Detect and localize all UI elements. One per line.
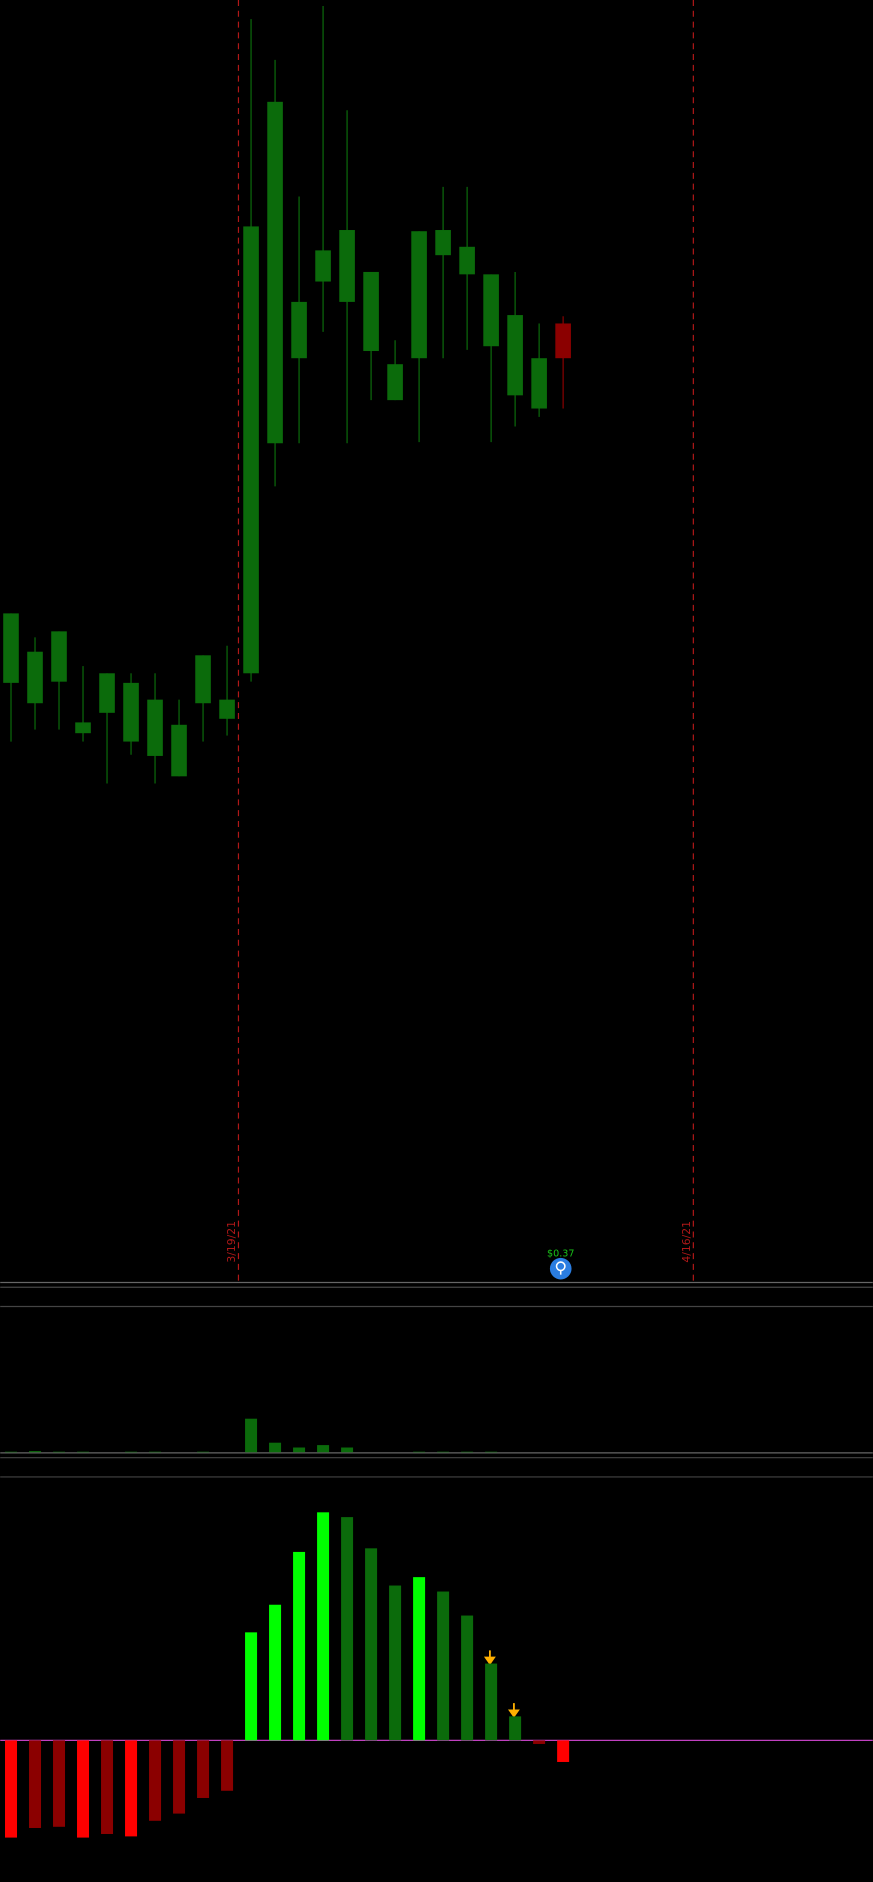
- signal-arrows: [483, 1650, 520, 1718]
- bar: [245, 1418, 258, 1453]
- candle-body: [363, 271, 379, 352]
- bar: [197, 1451, 210, 1453]
- bar: [437, 1591, 450, 1741]
- candle-body: [411, 231, 427, 359]
- bar: [53, 1451, 66, 1453]
- date-label: 4/16/21: [680, 1221, 693, 1263]
- signal-arrow: [483, 1650, 496, 1666]
- bar: [53, 1740, 66, 1827]
- bar: [125, 1451, 138, 1453]
- bar: [269, 1604, 282, 1741]
- candle-body: [507, 315, 523, 396]
- event-label: $0.37: [547, 1249, 574, 1260]
- candle-body: [387, 364, 403, 401]
- bar: [77, 1740, 90, 1838]
- bar: [293, 1551, 306, 1741]
- bar: [197, 1740, 210, 1798]
- candle-body: [531, 358, 547, 409]
- date-label: 3/19/21: [225, 1221, 238, 1263]
- bar: [437, 1451, 450, 1453]
- candle-body: [243, 226, 259, 674]
- event-circle[interactable]: [549, 1257, 572, 1280]
- candle-body: [555, 323, 571, 359]
- bar: [125, 1740, 138, 1837]
- bar: [413, 1451, 426, 1453]
- candle-body: [147, 699, 163, 756]
- bar: [29, 1451, 42, 1453]
- candle-body: [291, 301, 307, 359]
- bar: [341, 1447, 354, 1453]
- candle-body: [267, 101, 283, 444]
- bar: [173, 1740, 186, 1814]
- candle-body: [3, 613, 19, 683]
- bar: [389, 1585, 402, 1741]
- bar: [101, 1740, 114, 1834]
- bar: [461, 1615, 474, 1741]
- bar: [365, 1548, 378, 1741]
- bar: [293, 1447, 306, 1453]
- candle-body: [99, 673, 115, 713]
- bar: [461, 1451, 474, 1453]
- candle-body: [315, 250, 331, 282]
- bar: [245, 1632, 258, 1741]
- bar: [509, 1716, 522, 1741]
- candle-body: [27, 651, 43, 704]
- bar: [341, 1517, 354, 1741]
- bar: [149, 1740, 162, 1821]
- candle-body: [195, 655, 211, 704]
- candle-body: [123, 682, 139, 742]
- bar: [149, 1451, 162, 1453]
- bar: [221, 1740, 234, 1791]
- candle-body: [219, 699, 235, 719]
- candle-body: [435, 230, 451, 256]
- event-icon[interactable]: $0.37: [547, 1249, 574, 1280]
- bar: [317, 1445, 330, 1453]
- candle-body: [483, 274, 499, 347]
- bar: [29, 1740, 42, 1828]
- candle-body: [459, 246, 475, 275]
- bar: [5, 1451, 18, 1453]
- candle-body: [51, 631, 67, 682]
- bar: [77, 1451, 90, 1453]
- bar: [269, 1442, 282, 1453]
- bar: [557, 1740, 570, 1762]
- panel-separators: [0, 1281, 873, 1478]
- bar: [5, 1740, 18, 1838]
- candle-body: [75, 722, 91, 734]
- bar: [317, 1512, 330, 1741]
- bar: [533, 1740, 546, 1744]
- bar: [485, 1663, 498, 1741]
- signal-arrow: [507, 1703, 520, 1718]
- bar: [413, 1577, 426, 1741]
- candle-body: [339, 230, 355, 302]
- candle-body: [171, 724, 187, 777]
- bar: [485, 1451, 498, 1453]
